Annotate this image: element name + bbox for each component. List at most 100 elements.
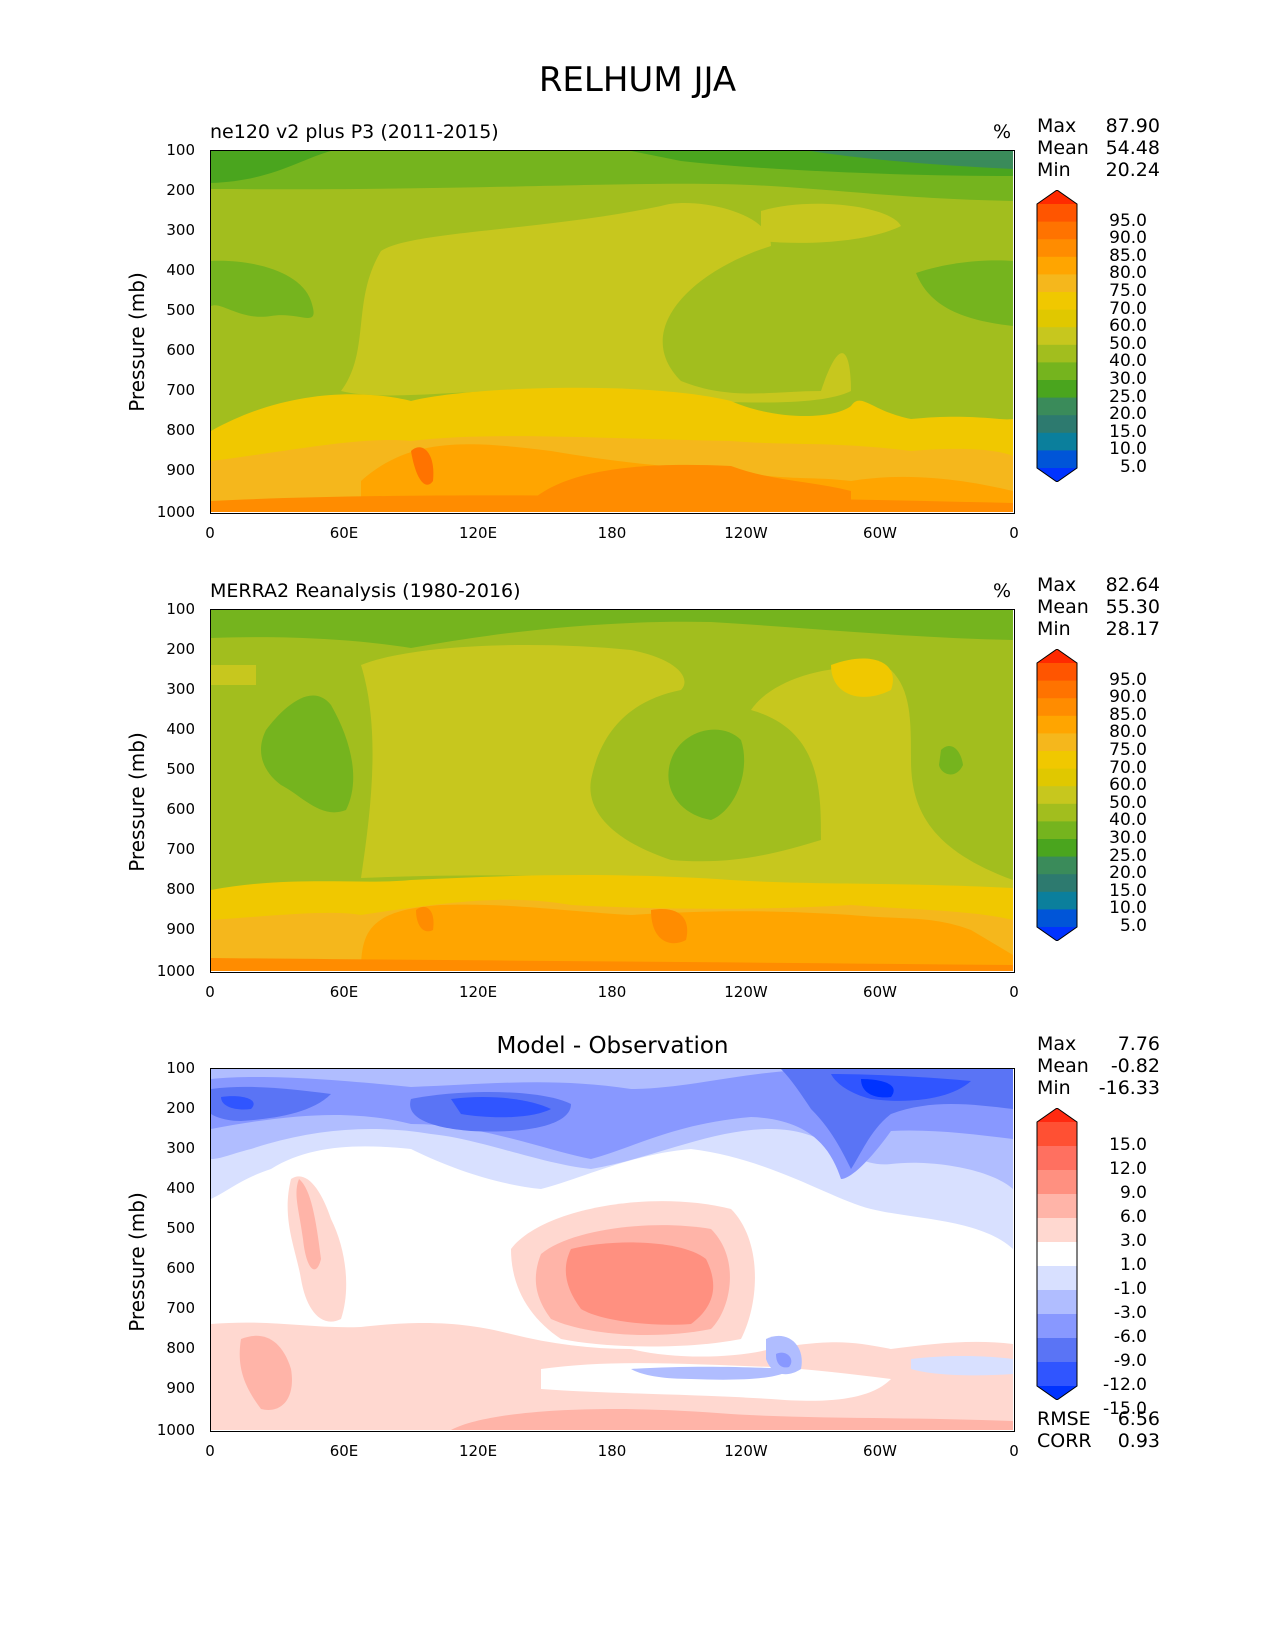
panel3-title: Model - Observation bbox=[496, 1033, 729, 1059]
colorbar-label: 25.0 bbox=[1109, 386, 1147, 407]
colorbar-segment bbox=[1037, 362, 1077, 381]
panel3-xtick: 0 bbox=[205, 1442, 215, 1460]
colorbar-segment bbox=[1037, 1266, 1077, 1291]
panel3-min-value: -16.33 bbox=[1098, 1077, 1160, 1099]
panel2-max-value: 82.64 bbox=[1105, 574, 1160, 596]
panel3-xtick: 60W bbox=[863, 1442, 897, 1460]
panel3-max-label: Max bbox=[1037, 1033, 1077, 1055]
colorbar-extend-bottom bbox=[1037, 927, 1077, 941]
colorbar-label: 80.0 bbox=[1109, 722, 1147, 743]
panel1-xtick: 0 bbox=[205, 524, 215, 542]
colorbar-segment bbox=[1037, 715, 1077, 734]
colorbar-label: -6.0 bbox=[1113, 1327, 1147, 1347]
panel3-plot-area bbox=[210, 1068, 1015, 1432]
panel2-ytick: 700 bbox=[166, 840, 195, 858]
panel1-xtick: 120E bbox=[458, 524, 498, 542]
panel2-ytick: 1000 bbox=[156, 962, 195, 980]
colorbar-segment bbox=[1037, 292, 1077, 311]
colorbar-extend-top bbox=[1037, 649, 1077, 663]
colorbar-label: 75.0 bbox=[1109, 281, 1147, 301]
colorbar-segment bbox=[1037, 1122, 1077, 1147]
colorbar-extend-bottom bbox=[1037, 468, 1077, 482]
colorbar-segment bbox=[1037, 450, 1077, 469]
colorbar-segment bbox=[1037, 309, 1077, 328]
panel3-ytick: 400 bbox=[166, 1179, 195, 1197]
panel2-max-label: Max bbox=[1037, 574, 1077, 596]
colorbar-label: 60.0 bbox=[1109, 316, 1147, 337]
colorbar-label: 9.0 bbox=[1119, 1183, 1147, 1203]
colorbar-label: 25.0 bbox=[1109, 845, 1147, 866]
colorbar-segment bbox=[1037, 1170, 1077, 1195]
colorbar-segment bbox=[1037, 909, 1077, 928]
colorbar-label: -3.0 bbox=[1113, 1303, 1147, 1323]
colorbar-segment bbox=[1037, 803, 1077, 822]
colorbar-label: 40.0 bbox=[1109, 810, 1147, 831]
colorbar-segment bbox=[1037, 1218, 1077, 1243]
figure-title: RELHUM JJA bbox=[538, 60, 737, 100]
panel3-ytick: 500 bbox=[166, 1219, 195, 1237]
panel1-ytick: 500 bbox=[166, 301, 195, 319]
panel3-corr-label: CORR bbox=[1037, 1430, 1092, 1452]
panel2-colorbar bbox=[1036, 649, 1078, 941]
panel2-xtick: 0 bbox=[205, 983, 215, 1001]
colorbar-segment bbox=[1037, 821, 1077, 840]
panel3-xtick: 0 bbox=[1009, 1442, 1019, 1460]
panel2-min-label: Min bbox=[1037, 618, 1071, 640]
colorbar-segment bbox=[1037, 1362, 1077, 1387]
colorbar-segment bbox=[1037, 1338, 1077, 1363]
colorbar-segment bbox=[1037, 839, 1077, 858]
panel1-mean-label: Mean bbox=[1037, 137, 1089, 159]
panel2-ytick: 800 bbox=[166, 880, 195, 898]
panel2-ytick: 200 bbox=[166, 640, 195, 658]
colorbar-label: 95.0 bbox=[1109, 669, 1147, 690]
panel3-xtick: 120E bbox=[458, 1442, 498, 1460]
colorbar-label: 90.0 bbox=[1109, 228, 1147, 249]
panel1-ytick: 400 bbox=[166, 261, 195, 279]
colorbar-segment bbox=[1037, 663, 1077, 682]
colorbar-segment bbox=[1037, 344, 1077, 363]
colorbar-label: -9.0 bbox=[1113, 1351, 1147, 1371]
colorbar-segment bbox=[1037, 856, 1077, 875]
colorbar-label: -1.0 bbox=[1113, 1279, 1147, 1299]
panel1-plot-area bbox=[210, 150, 1015, 514]
colorbar-label: 15.0 bbox=[1109, 880, 1147, 901]
panel2-xtick: 120E bbox=[458, 983, 498, 1001]
colorbar-label: 30.0 bbox=[1109, 828, 1147, 848]
colorbar-segment bbox=[1037, 768, 1077, 787]
colorbar-segment bbox=[1037, 256, 1077, 275]
panel3-ytick: 900 bbox=[166, 1379, 195, 1397]
panel3-rmse-label: RMSE bbox=[1037, 1408, 1091, 1430]
panel3-ytick: 600 bbox=[166, 1259, 195, 1277]
colorbar-label: 10.0 bbox=[1109, 439, 1147, 460]
panel1-title: ne120 v2 plus P3 (2011-2015) bbox=[210, 121, 499, 143]
panel2-ytick: 100 bbox=[166, 600, 195, 618]
panel1-xtick: 180 bbox=[597, 524, 627, 542]
colorbar-extend-top bbox=[1037, 1108, 1077, 1122]
panel3-rmse-value: 6.56 bbox=[1117, 1408, 1160, 1430]
colorbar-label: 90.0 bbox=[1109, 687, 1147, 708]
panel2-xtick: 0 bbox=[1009, 983, 1019, 1001]
panel1-xtick: 0 bbox=[1009, 524, 1019, 542]
colorbar-segment bbox=[1037, 1194, 1077, 1219]
panel1-ytick: 800 bbox=[166, 421, 195, 439]
panel3-min-label: Min bbox=[1037, 1077, 1071, 1099]
colorbar-label: -12.0 bbox=[1103, 1375, 1147, 1395]
colorbar-segment bbox=[1037, 380, 1077, 399]
panel2-ytick: 400 bbox=[166, 720, 195, 738]
panel3-mean-label: Mean bbox=[1037, 1055, 1089, 1077]
colorbar-segment bbox=[1037, 1290, 1077, 1315]
colorbar-label: 12.0 bbox=[1109, 1159, 1147, 1179]
colorbar-label: 15.0 bbox=[1109, 1135, 1147, 1155]
colorbar-label: -15.0 bbox=[1103, 1399, 1147, 1419]
colorbar-label: 5.0 bbox=[1119, 916, 1147, 936]
colorbar-segment bbox=[1037, 680, 1077, 699]
colorbar-segment bbox=[1037, 397, 1077, 416]
panel3-ytick: 800 bbox=[166, 1339, 195, 1357]
colorbar-extend-top bbox=[1037, 190, 1077, 204]
panel2-xtick: 180 bbox=[597, 983, 627, 1001]
panel2-ytick: 900 bbox=[166, 920, 195, 938]
colorbar-label: 20.0 bbox=[1109, 404, 1147, 425]
panel2-xtick: 60W bbox=[863, 983, 897, 1001]
panel3-xtick: 120W bbox=[724, 1442, 768, 1460]
colorbar-segment bbox=[1037, 786, 1077, 805]
